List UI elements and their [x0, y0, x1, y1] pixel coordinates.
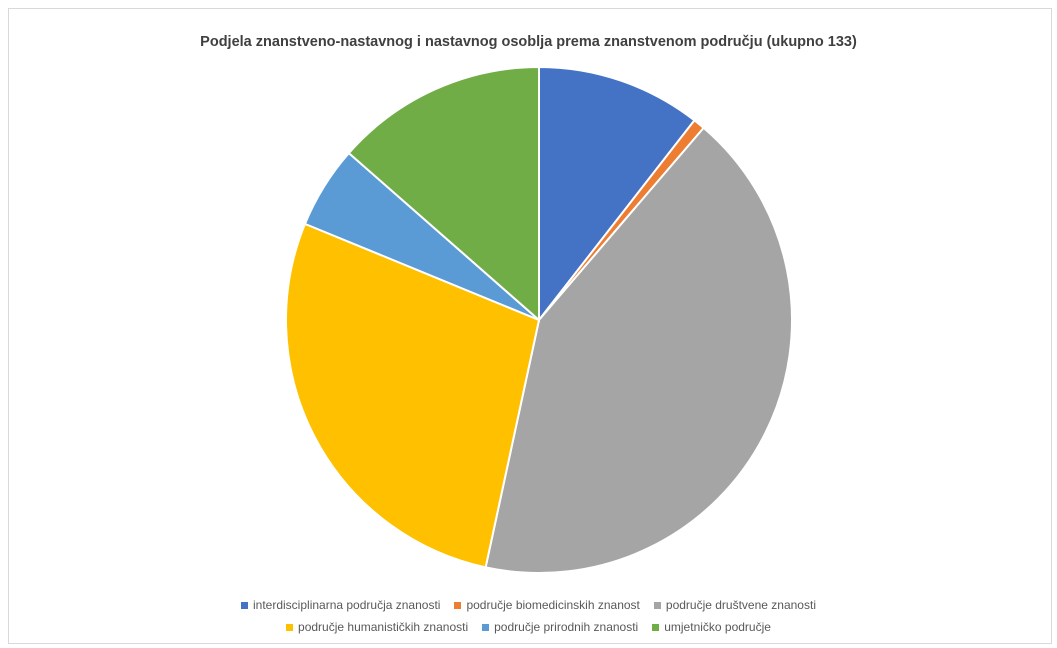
- legend-label: umjetničko područje: [664, 620, 771, 634]
- legend-swatch: [286, 623, 294, 631]
- pie-slice-6: [347, 65, 540, 323]
- legend-item: umjetničko područje: [652, 620, 771, 634]
- pie-slice-1: [538, 65, 696, 323]
- legend: interdisciplinarna područja znanosti podr…: [0, 594, 1057, 638]
- legend-swatch: [241, 601, 248, 609]
- legend-item: interdisciplinarna područja znanosti: [241, 598, 440, 612]
- legend-item: područje humanističkih znanosti: [286, 620, 468, 634]
- pie-slice-3: [484, 126, 793, 574]
- legend-label: područje biomedicinskih znanost: [466, 598, 640, 612]
- legend-item: područje društvene znanosti: [653, 598, 816, 612]
- legend-row: interdisciplinarna područja znanosti podr…: [0, 594, 1057, 616]
- legend-swatch: [652, 623, 660, 631]
- legend-label: područje humanističkih znanosti: [298, 620, 469, 634]
- chart-title: Podjela znanstveno-nastavnog i nastavnog…: [200, 34, 857, 50]
- pie-slices: [285, 65, 793, 574]
- legend-swatch: [653, 601, 661, 609]
- legend-label: područje prirodnih znanosti: [494, 620, 639, 634]
- legend-swatch: [454, 601, 462, 609]
- legend-label: interdisciplinarna područja znanosti: [253, 598, 441, 612]
- legend-item: područje biomedicinskih znanost: [454, 598, 640, 612]
- legend-item: područje prirodnih znanosti: [482, 620, 638, 634]
- pie-slice-4: [285, 222, 541, 569]
- legend-row: područje humanističkih znanosti područje …: [0, 616, 1057, 638]
- legend-label: područje društvene znanosti: [665, 598, 816, 612]
- legend-swatch: [482, 623, 490, 631]
